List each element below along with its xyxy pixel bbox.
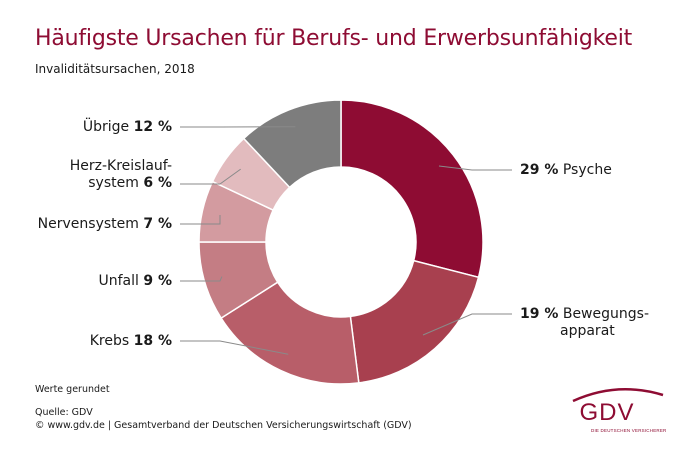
donut-slice-0 [340,99,484,279]
label-nerven-text: Nervensystem [37,216,139,232]
chart-title: Häufigste Ursachen für Berufs- und Erwer… [35,26,633,51]
label-uebrige-value: 12 % [133,119,172,135]
label-psyche-text: Psyche [562,162,612,178]
leader-line-2 [180,340,289,355]
footnote-rounded: Werte gerundet [35,384,110,395]
label-bewegung-line1: Bewegungs- [562,306,649,322]
label-herz-kreislauf: Herz-Kreislauf- system 6 % [70,158,172,192]
donut-slice-1 [349,259,480,384]
label-psyche-value: 29 % [520,162,559,178]
label-krebs-text: Krebs [89,333,130,349]
label-bewegungsapparat: 19 % Bewegungs- apparat [520,306,649,340]
donut-slice-6 [242,99,342,189]
copyright-line: © www.gdv.de | Gesamtverband der Deutsch… [35,420,412,431]
label-nervensystem: Nervensystem 7 % [38,216,172,233]
label-uebrige-text: Übrige [82,119,130,135]
source-line: Quelle: GDV [35,407,93,418]
leader-line-1 [422,313,512,336]
label-unfall: Unfall 9 % [98,273,172,290]
chart-subtitle: Invaliditätsursachen, 2018 [35,62,195,76]
label-nerven-value: 7 % [143,216,172,232]
label-herz-line1: Herz-Kreislauf- [69,158,172,174]
logo-arc-icon [572,387,664,403]
leader-line-0 [438,165,512,171]
label-unfall-value: 9 % [143,273,172,289]
leader-line-4 [180,214,221,225]
label-herz-line2: system [88,175,139,191]
label-unfall-text: Unfall [98,273,139,289]
label-uebrige: Übrige 12 % [83,119,172,136]
label-herz-value: 6 % [143,175,172,191]
gdv-logo: GDV DIE DEUTSCHEN VERSICHERER [567,385,667,435]
leader-line-3 [180,276,223,282]
logo-text: GDV [579,399,635,426]
label-krebs: Krebs 18 % [90,333,172,350]
label-krebs-value: 18 % [133,333,172,349]
label-bewegung-value: 19 % [520,306,559,322]
label-bewegung-line2: apparat [560,323,615,339]
donut-slice-2 [220,281,360,385]
label-psyche: 29 % Psyche [520,162,612,179]
leader-line-5 [180,168,241,185]
logo-subtext: DIE DEUTSCHEN VERSICHERER [591,428,667,433]
